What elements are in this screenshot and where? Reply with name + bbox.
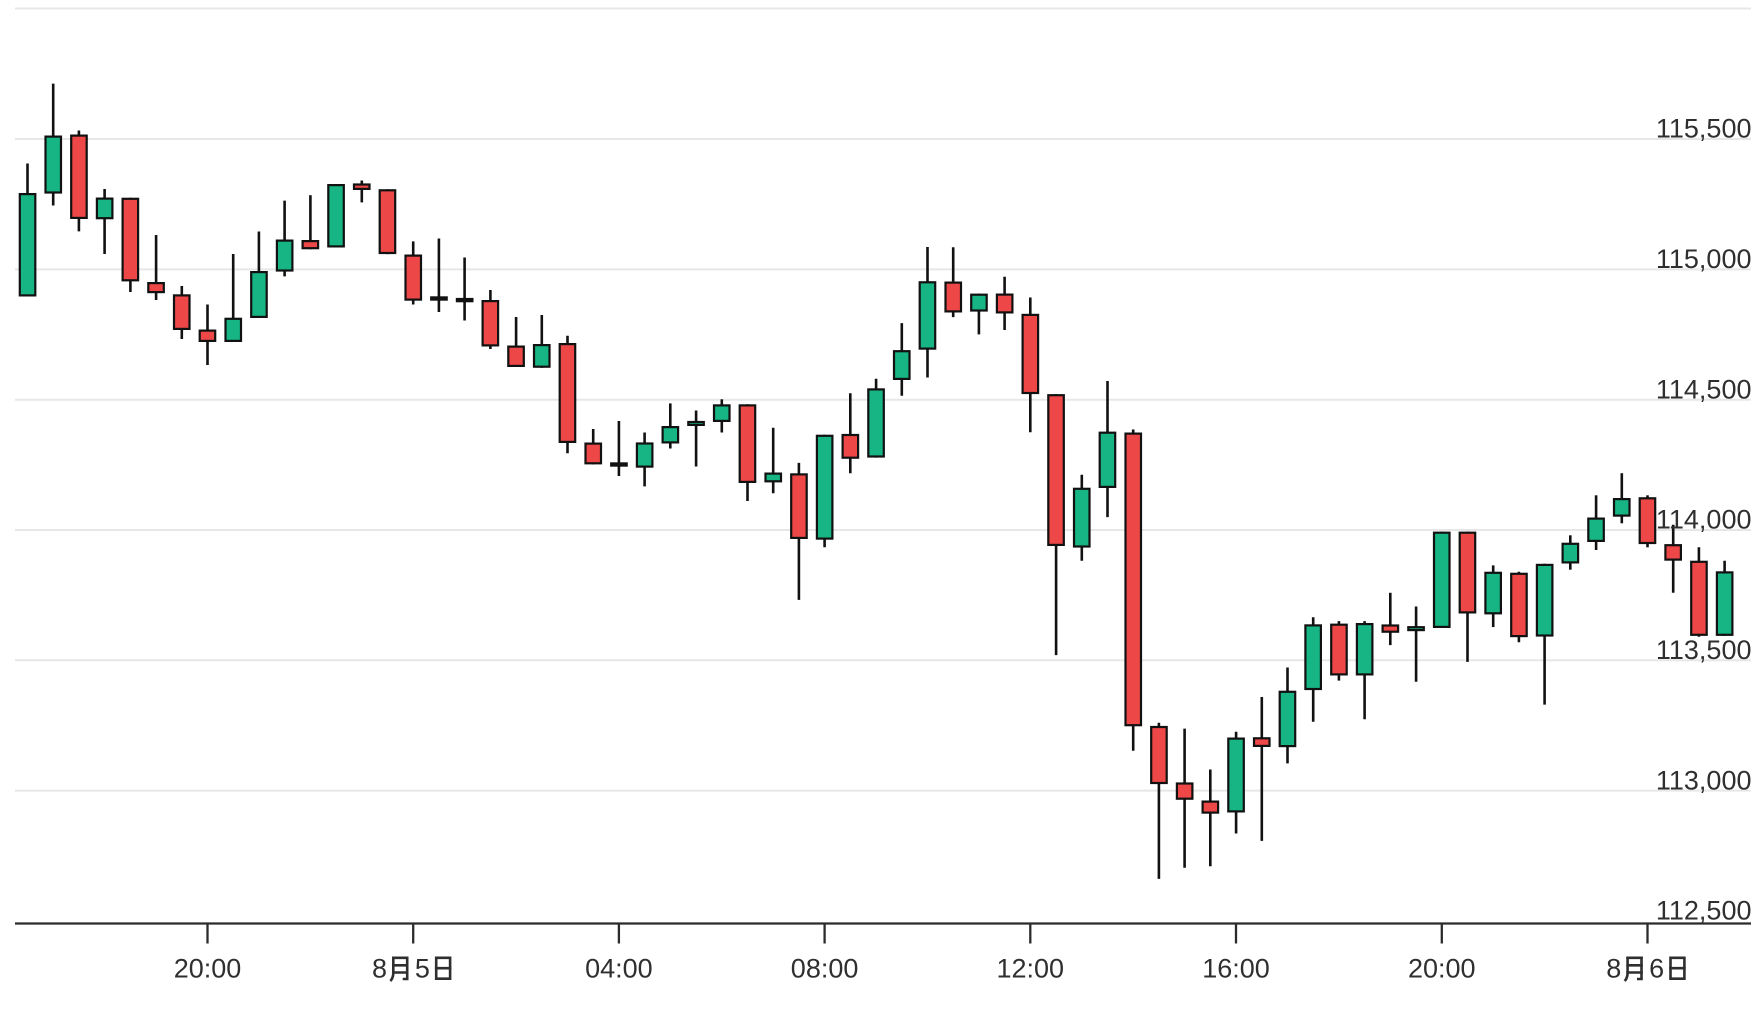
svg-text:20:00: 20:00 [1408, 954, 1476, 984]
svg-text:08:00: 08:00 [791, 954, 859, 984]
svg-text:8: 8 [372, 954, 387, 984]
svg-text:12:00: 12:00 [997, 954, 1065, 984]
svg-text:8: 8 [1606, 954, 1621, 984]
svg-text:115,500: 115,500 [1656, 114, 1752, 144]
svg-text:112,500: 112,500 [1656, 896, 1752, 926]
svg-text:115,000: 115,000 [1656, 244, 1752, 274]
svg-text:114,000: 114,000 [1656, 505, 1752, 535]
svg-text:113,500: 113,500 [1656, 635, 1752, 665]
svg-text:16:00: 16:00 [1202, 954, 1270, 984]
svg-text:6: 6 [1649, 954, 1664, 984]
svg-text:20:00: 20:00 [174, 954, 242, 984]
svg-text:114,500: 114,500 [1656, 374, 1752, 404]
svg-text:04:00: 04:00 [585, 954, 653, 984]
svg-text:113,000: 113,000 [1656, 765, 1752, 795]
svg-text:5: 5 [415, 954, 430, 984]
